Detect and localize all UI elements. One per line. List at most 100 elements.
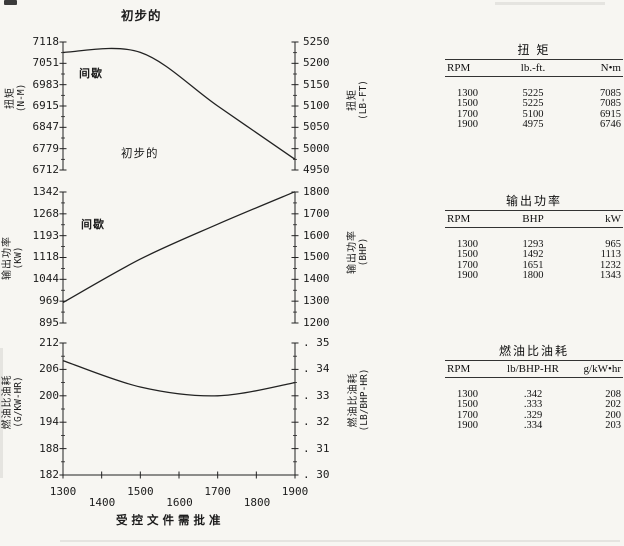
torque-table: 扭 矩 RPM lb.-ft. N•m 1300 5225 7085 1500 … bbox=[445, 44, 623, 130]
cell-imperial-value: 5225 bbox=[522, 98, 544, 110]
cell-rpm: 1900 bbox=[457, 118, 478, 130]
chart1-right-axis-ticks: 5250 5200 5150 5100 5050 5000 4950 bbox=[303, 35, 345, 175]
cell-rpm: 1900 bbox=[457, 419, 478, 431]
chart3-left-axis-ticks: 212 206 200 194 188 182 bbox=[20, 336, 59, 481]
cell-metric-value: 1232 bbox=[600, 259, 621, 271]
table-row: 1300 1293 965 bbox=[445, 239, 623, 250]
cell-metric-value: 203 bbox=[605, 419, 621, 431]
cell-metric-value: 6746 bbox=[600, 118, 621, 130]
table-header-row: RPM lb.-ft. N•m bbox=[445, 60, 623, 77]
axis-tick-label: 1500 bbox=[303, 250, 330, 264]
cell-metric-value: 6915 bbox=[600, 108, 621, 120]
axis-title-text: 输出功率 bbox=[347, 230, 358, 274]
cell-rpm: 1500 bbox=[457, 98, 478, 110]
table-row: 1900 1800 1343 bbox=[445, 269, 623, 281]
axis-tick-label: 7051 bbox=[32, 56, 60, 70]
axis-tick-label: . 31 bbox=[303, 441, 330, 455]
axis-tick-label: 5200 bbox=[303, 56, 330, 70]
axis-tick-label: 5250 bbox=[303, 35, 330, 48]
cell-metric-value: 965 bbox=[605, 239, 621, 250]
axis-tick-label: 6915 bbox=[32, 98, 60, 112]
scan-smudge-bottom bbox=[60, 540, 620, 542]
col-header-metric: N•m bbox=[600, 62, 621, 74]
cell-imperial-value: .334 bbox=[523, 419, 543, 431]
col-header-imperial: lb.-ft. bbox=[520, 62, 546, 74]
axis-tick-label: 5150 bbox=[303, 77, 330, 91]
axis-tick-label: 212 bbox=[39, 336, 59, 349]
table-header-row: RPM BHP kW bbox=[445, 211, 623, 228]
axis-title-unit: (N-M) bbox=[16, 83, 27, 113]
chart2-right-axis-title: 输出功率 (BHP) bbox=[347, 230, 369, 274]
scan-artifact bbox=[4, 0, 17, 5]
chart1-preliminary-annotation: 初步的 bbox=[121, 146, 159, 160]
cell-metric-value: 1343 bbox=[600, 269, 621, 281]
axis-title-unit: (LB-FT) bbox=[358, 79, 369, 121]
axis-title-unit: (G/KW-HR) bbox=[13, 376, 24, 428]
col-header-imperial: BHP bbox=[522, 213, 544, 225]
table-row: 1900 4975 6746 bbox=[445, 118, 623, 130]
cell-rpm: 1500 bbox=[457, 249, 478, 261]
x-tick-label: 1900 bbox=[281, 485, 309, 498]
axis-title-unit: (LB/BHP-HR) bbox=[359, 368, 370, 432]
axis-title-unit: (KW) bbox=[13, 246, 24, 270]
axis-tick-label: 1800 bbox=[303, 185, 330, 198]
table-row: 1700 5100 6915 bbox=[445, 108, 623, 120]
cell-metric-value: 208 bbox=[605, 389, 621, 400]
axis-tick-label: 5100 bbox=[303, 98, 330, 112]
table-body: 1300 .342 208 1500 .333 202 1700 .329 20… bbox=[445, 389, 623, 431]
table-row: 1900 .334 203 bbox=[445, 419, 623, 431]
axis-tick-label: . 32 bbox=[303, 415, 330, 429]
axis-tick-label: 182 bbox=[39, 467, 59, 481]
axis-tick-label: . 34 bbox=[303, 362, 330, 376]
axis-tick-label: 1342 bbox=[32, 185, 60, 198]
cell-imperial-value: 4975 bbox=[522, 118, 544, 130]
chart3-left-axis-title: 燃油比油耗 (G/KW-HR) bbox=[2, 375, 24, 430]
cell-rpm: 1300 bbox=[457, 88, 478, 99]
axis-title-text: 扭矩 bbox=[5, 87, 16, 110]
x-tick-label: 1500 bbox=[127, 485, 154, 498]
axis-tick-label: 1400 bbox=[303, 272, 330, 286]
col-header-rpm: RPM bbox=[447, 363, 471, 375]
table-title: 扭 矩 bbox=[445, 44, 623, 60]
axis-tick-label: 206 bbox=[39, 362, 59, 376]
axis-tick-label: 6712 bbox=[32, 162, 60, 176]
table-row: 1300 .342 208 bbox=[445, 389, 623, 400]
scan-smudge-left bbox=[0, 348, 3, 478]
axis-tick-label: 6779 bbox=[32, 141, 60, 155]
axis-tick-label: 188 bbox=[39, 441, 59, 455]
cell-metric-value: 202 bbox=[605, 399, 621, 411]
table-title: 燃油比油耗 bbox=[445, 345, 623, 361]
axis-title-text: 燃油比油耗 bbox=[348, 372, 359, 428]
table-row: 1500 1492 1113 bbox=[445, 249, 623, 261]
cell-imperial-value: 5100 bbox=[522, 108, 544, 120]
axis-tick-label: . 35 bbox=[303, 336, 330, 349]
fuel-consumption-table: 燃油比油耗 RPM lb/BHP-HR g/kW•hr 1300 .342 20… bbox=[445, 345, 623, 431]
cell-imperial-value: 5225 bbox=[522, 88, 544, 99]
axis-title-text: 扭矩 bbox=[347, 89, 358, 112]
cell-imperial-value: .329 bbox=[523, 409, 543, 421]
table-body: 1300 1293 965 1500 1492 1113 1700 1651 1… bbox=[445, 239, 623, 281]
col-header-metric: g/kW•hr bbox=[583, 363, 621, 375]
table-title: 输出功率 bbox=[445, 195, 623, 211]
table-row: 1300 5225 7085 bbox=[445, 88, 623, 99]
chart1-left-axis-title: 扭矩 (N-M) bbox=[5, 84, 27, 113]
axis-tick-label: 969 bbox=[39, 294, 59, 308]
axis-tick-label: 1193 bbox=[32, 228, 60, 242]
cell-rpm: 1300 bbox=[457, 389, 478, 400]
axis-tick-label: . 30 bbox=[303, 467, 330, 481]
x-tick-label: 1600 bbox=[166, 496, 193, 509]
axis-tick-label: 1044 bbox=[32, 272, 60, 286]
col-header-rpm: RPM bbox=[447, 213, 471, 225]
chart2-left-axis-ticks: 1342 1268 1193 1118 1044 969 895 bbox=[20, 185, 60, 328]
chart1-right-axis-title: 扭矩 (LB-FT) bbox=[347, 80, 369, 120]
x-axis-ticks-row-b: 1400 1600 1800 bbox=[84, 496, 275, 509]
x-axis-ticks-row-a: 1300 1500 1700 1900 bbox=[45, 485, 313, 498]
axis-tick-label: 6983 bbox=[32, 77, 60, 91]
axis-title-unit: (BHP) bbox=[358, 237, 369, 267]
axis-tick-label: . 33 bbox=[303, 388, 330, 402]
axis-tick-label: 7118 bbox=[32, 35, 60, 48]
axis-title-text: 输出功率 bbox=[2, 236, 13, 280]
cell-metric-value: 7085 bbox=[600, 98, 621, 110]
